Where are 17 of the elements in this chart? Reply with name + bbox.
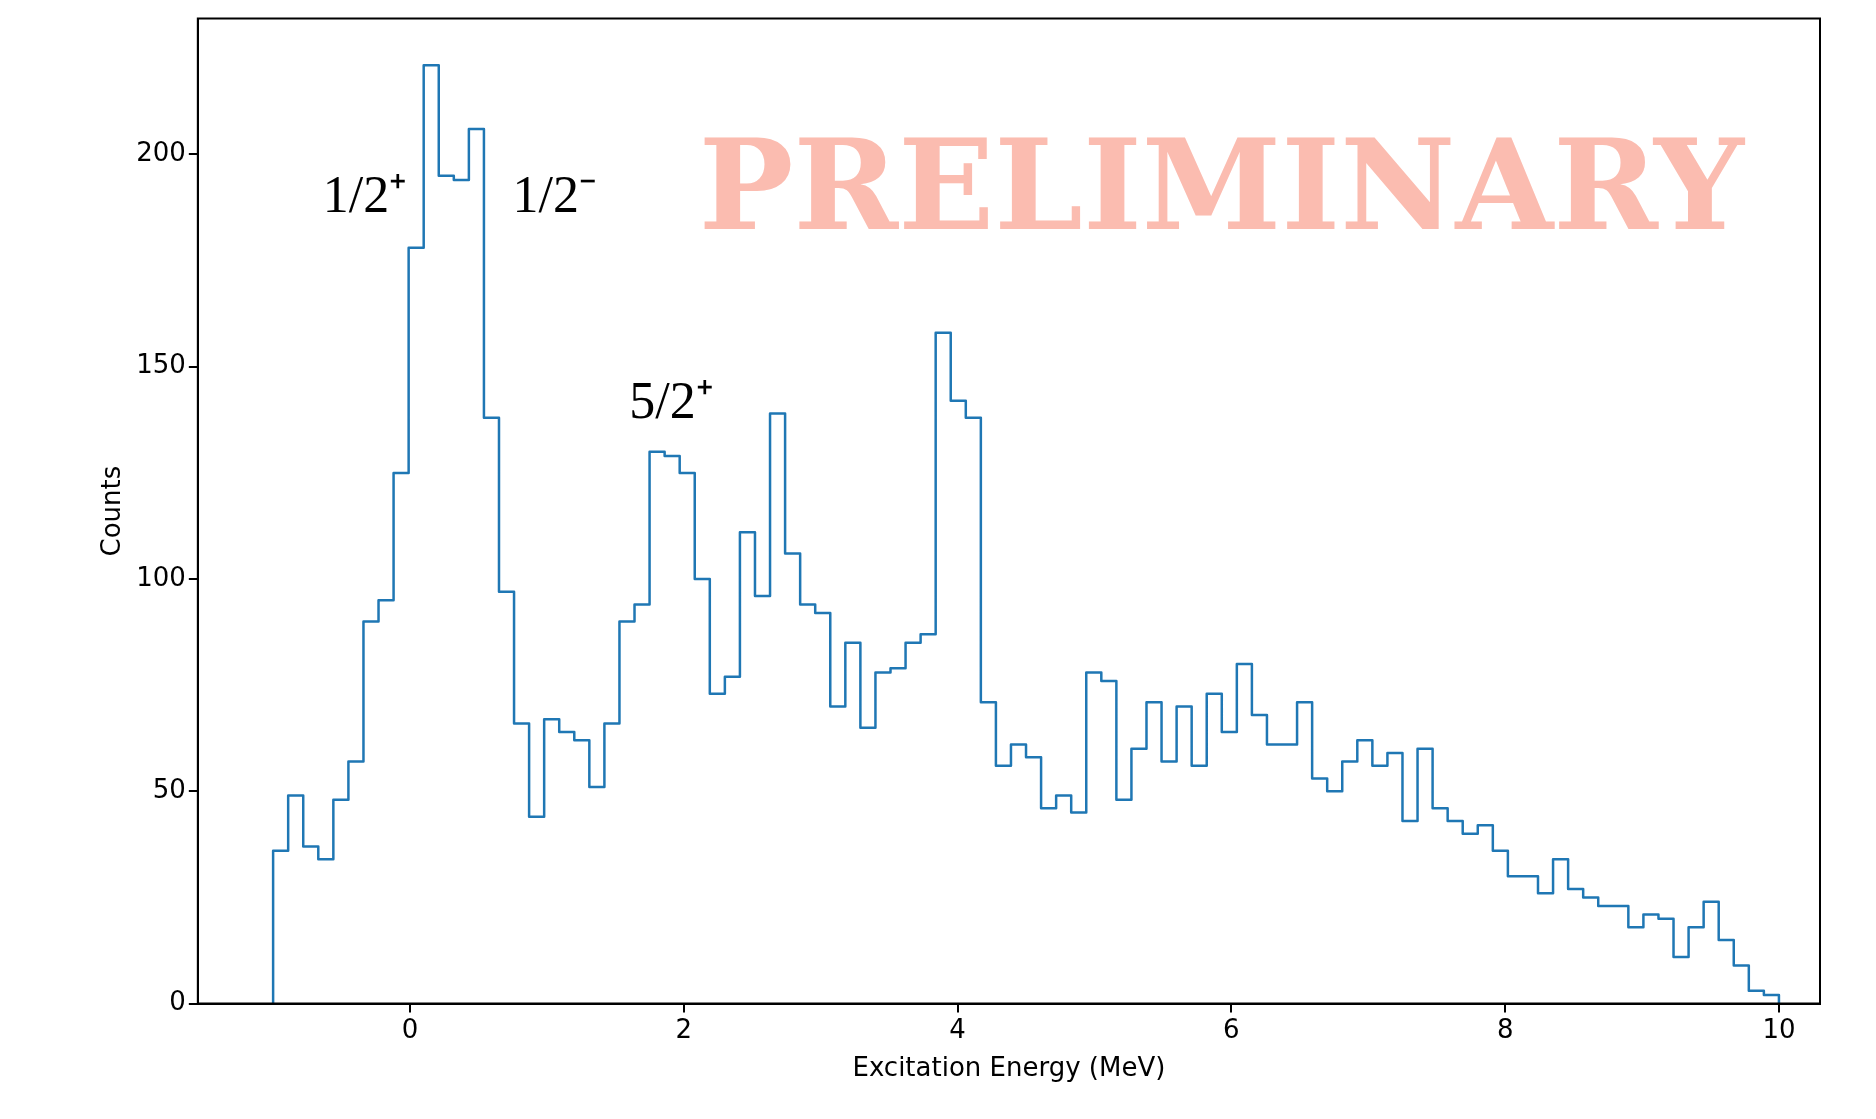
annotation: 1/2⁻ [512,165,597,223]
x-axis-title: Excitation Energy (MeV) [852,1052,1166,1083]
annotation: 5/2⁺ [629,372,714,430]
annotation: 1/2⁺ [322,165,408,223]
y-tick-label: 0 [169,986,186,1017]
x-tick-label: 6 [1223,1013,1240,1044]
x-tick-label: 4 [949,1013,966,1044]
x-tick-label: 0 [401,1013,419,1044]
y-tick-label: 50 [152,774,186,805]
y-tick-label: 150 [136,349,186,380]
y-tick-label: 200 [136,137,186,168]
annotation: PRELIMINARY [698,110,1747,259]
x-tick-label: 8 [1496,1013,1514,1044]
x-tick-label: 2 [675,1013,693,1044]
y-tick-label: 100 [136,561,186,592]
x-tick-label: 10 [1762,1013,1796,1044]
y-axis-title: Counts [96,465,127,557]
